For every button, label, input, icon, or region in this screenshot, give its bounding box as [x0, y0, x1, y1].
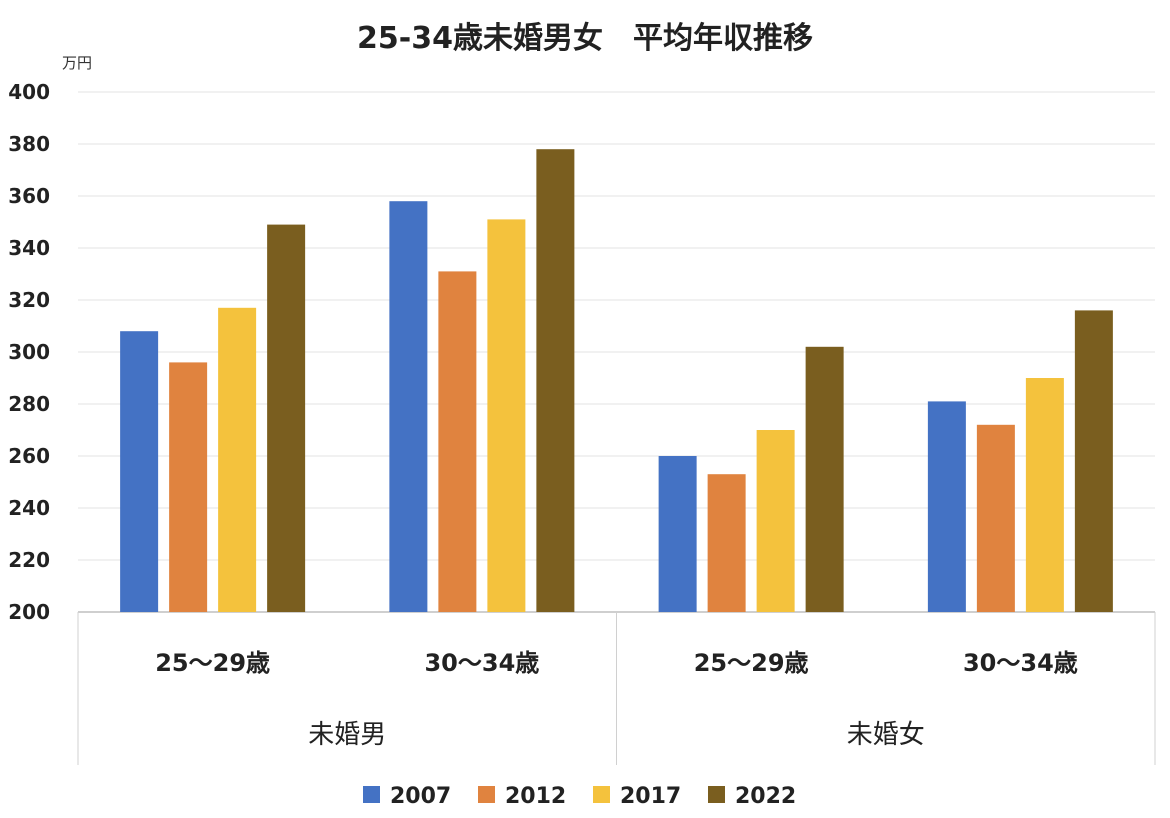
legend-label-2022: 2022: [735, 784, 796, 809]
y-tick-label: 260: [8, 444, 50, 468]
y-axis-unit-label: 万円: [62, 54, 92, 72]
y-tick-label: 380: [8, 132, 50, 156]
y-tick-label: 400: [8, 80, 50, 104]
y-tick-label: 300: [8, 340, 50, 364]
legend: 2007 2012 2017 2022: [363, 784, 796, 809]
legend-swatch-2017: [593, 786, 610, 803]
category-axis: 25～29歳 30～34歳 25～29歳 30～34歳未婚男 未婚女: [77, 612, 1156, 765]
y-tick-label: 220: [8, 548, 50, 572]
bar-2007-2: [389, 201, 428, 612]
bar-2007-3: [658, 456, 697, 612]
bar-2007-4: [927, 401, 966, 612]
legend-label-2012: 2012: [505, 784, 566, 809]
legend-swatch-2022: [708, 786, 725, 803]
category-label: 30～34歳: [963, 649, 1078, 677]
group-label: 未婚男: [308, 720, 386, 750]
legend-label-2017: 2017: [620, 784, 681, 809]
bar-2022-2: [536, 149, 575, 612]
y-tick-label: 340: [8, 236, 50, 260]
gridlines: [78, 91, 1155, 613]
y-tick-label: 360: [8, 184, 50, 208]
bars: [120, 149, 1113, 612]
category-label: 25～29歳: [694, 649, 809, 677]
bar-2017-1: [218, 307, 257, 612]
bar-2007-1: [120, 331, 159, 612]
category-label: 30～34歳: [424, 649, 539, 677]
bar-2012-2: [438, 271, 477, 612]
bar-2022-3: [805, 346, 844, 612]
bar-2022-1: [267, 224, 306, 612]
y-tick-label: 320: [8, 288, 50, 312]
bar-2012-3: [707, 474, 746, 612]
y-axis-ticks: 200 220 240 260 280 300 320 340 360 380 400: [8, 80, 50, 624]
bar-2017-4: [1025, 378, 1064, 612]
bar-2012-4: [976, 424, 1015, 612]
legend-swatch-2007: [363, 786, 380, 803]
bar-2012-1: [169, 362, 208, 612]
bar-2022-4: [1074, 310, 1113, 612]
y-tick-label: 280: [8, 392, 50, 416]
chart-title: 25-34歳未婚男女 平均年収推移: [357, 21, 813, 56]
y-tick-label: 200: [8, 600, 50, 624]
legend-label-2007: 2007: [390, 784, 451, 809]
bar-2017-2: [487, 219, 526, 612]
category-label: 25～29歳: [155, 649, 270, 677]
y-tick-label: 240: [8, 496, 50, 520]
legend-swatch-2012: [478, 786, 495, 803]
group-label: 未婚女: [847, 720, 925, 750]
bar-2017-3: [756, 430, 795, 612]
